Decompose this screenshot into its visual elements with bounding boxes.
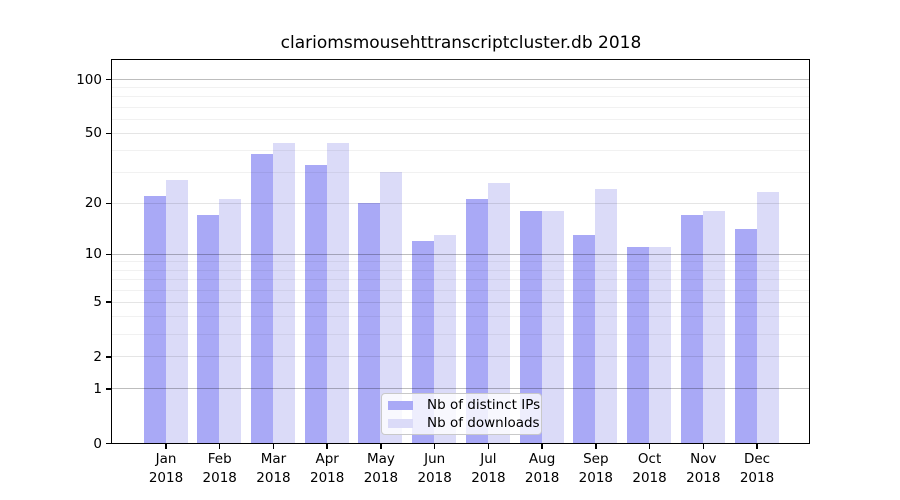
gridline-20 [112,202,809,204]
x-tick-mark-jul [487,443,490,449]
gridline-minor-8 [112,269,809,271]
y-tick-label-5: 5 [93,294,102,311]
gridline-minor-3 [112,333,809,335]
x-tick-mark-feb [218,443,221,449]
gridline-minor-60 [112,118,809,120]
x-tick-label-nov: Nov 2018 [686,451,721,486]
y-tick-mark-1 [106,388,112,390]
bar-mar-downloads [272,142,295,443]
y-tick-mark-2 [106,356,112,358]
legend-swatch-distinct-ips [388,400,413,410]
gridline-minor-40 [112,150,809,152]
gridline-2 [112,356,809,358]
gridline-minor-9 [112,261,809,263]
y-tick-label-0: 0 [93,435,102,452]
x-tick-label-may: May 2018 [363,451,399,486]
gridline-1 [112,388,809,390]
y-tick-label-20: 20 [84,195,102,212]
x-tick-mark-oct [648,443,651,449]
bar-nov-distinct-ips [680,215,703,443]
x-tick-mark-dec [756,443,758,449]
x-tick-mark-jun [433,443,436,449]
gridline-10 [112,253,809,255]
x-tick-mark-nov [702,443,705,449]
chart-title: clariomsmousehttranscriptcluster.db 2018 [280,33,642,53]
gridline-minor-70 [112,106,809,108]
x-tick-mark-apr [326,443,328,449]
gridline-minor-80 [112,96,809,98]
x-tick-label-mar: Mar 2018 [256,451,291,486]
y-tick-mark-20 [106,202,112,205]
bar-oct-distinct-ips [627,247,650,443]
bar-dec-downloads [756,192,779,443]
y-tick-mark-100 [106,78,112,81]
legend-item-downloads: Nb of downloads [388,415,540,431]
x-tick-mark-aug [541,443,543,449]
legend-swatch-downloads [388,418,413,428]
bar-aug-downloads [541,210,564,443]
y-tick-mark-50 [106,132,112,135]
gridline-100 [112,79,809,80]
bar-nov-downloads [702,210,725,443]
x-tick-label-oct: Oct 2018 [632,451,667,486]
y-tick-label-10: 10 [84,246,102,263]
x-tick-label-feb: Feb 2018 [202,451,237,486]
legend-item-distinct-ips: Nb of distinct IPs [388,397,540,413]
y-tick-label-100: 100 [76,71,102,88]
gridline-minor-90 [112,87,809,89]
gridline-minor-7 [112,278,809,280]
x-tick-mark-jan [165,443,167,449]
bar-jul-distinct-ips [465,199,488,443]
x-tick-label-sep: Sep 2018 [578,451,613,486]
x-tick-label-jan: Jan 2018 [148,451,184,486]
x-tick-label-jun: Jun 2018 [417,451,452,486]
bar-may-distinct-ips [358,202,381,443]
y-tick-label-1: 1 [93,380,102,397]
bar-oct-downloads [649,247,672,443]
bar-mar-distinct-ips [250,154,273,443]
bar-feb-distinct-ips [197,215,220,443]
bar-sep-distinct-ips [573,234,596,443]
gridline-minor-6 [112,289,809,291]
x-tick-mark-mar [272,443,275,449]
gridline-5 [112,301,809,303]
bar-may-downloads [380,172,403,443]
gridline-50 [112,132,809,134]
bar-jun-distinct-ips [412,240,435,443]
legend-label-downloads: Nb of downloads [427,415,540,431]
y-tick-mark-5 [106,301,112,303]
y-tick-mark-0 [106,442,112,445]
x-tick-label-dec: Dec 2018 [739,451,775,486]
x-tick-mark-may [380,443,382,449]
x-tick-label-jul: Jul 2018 [471,451,506,486]
legend-label-distinct-ips: Nb of distinct IPs [427,397,541,413]
bar-feb-downloads [219,199,242,443]
x-tick-label-apr: Apr 2018 [310,451,345,486]
y-tick-label-2: 2 [93,348,102,365]
bar-apr-distinct-ips [304,164,327,443]
gridline-minor-30 [112,172,809,174]
gridline-minor-4 [112,316,809,318]
bar-jan-downloads [165,180,188,443]
y-tick-mark-10 [106,253,112,256]
bar-dec-distinct-ips [734,229,757,443]
plot-area [111,59,810,444]
bar-aug-distinct-ips [519,210,542,443]
bar-apr-downloads [326,142,349,443]
x-tick-mark-sep [595,443,597,449]
bar-sep-downloads [595,189,618,443]
bar-jul-downloads [487,183,510,443]
bar-jun-downloads [434,234,457,443]
bar-jan-distinct-ips [143,195,166,443]
x-tick-label-aug: Aug 2018 [524,451,560,486]
legend: Nb of distinct IPs Nb of downloads [381,393,542,435]
y-tick-label-50: 50 [84,125,102,142]
